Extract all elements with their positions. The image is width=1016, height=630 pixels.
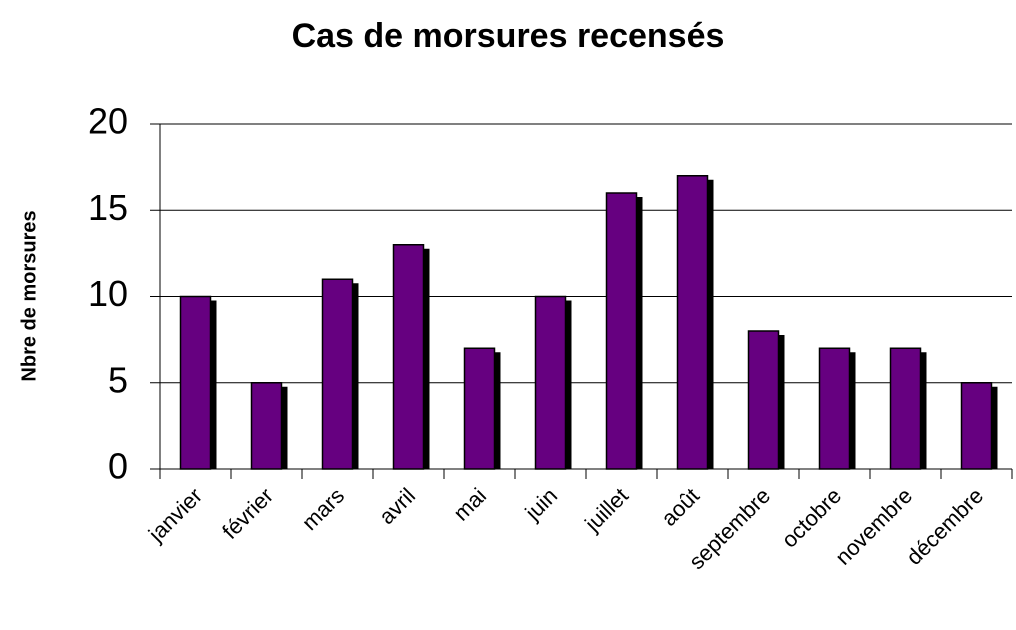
bar-body <box>250 382 283 470</box>
y-tick-label: 0 <box>108 446 128 487</box>
chart-title: Cas de morsures recensés <box>292 17 725 55</box>
bar <box>960 382 998 470</box>
bar-body <box>818 347 851 470</box>
bar <box>179 295 217 470</box>
bar-body <box>392 244 425 470</box>
bar <box>605 192 643 470</box>
x-tick-label: février <box>217 483 278 544</box>
x-tick-label: juillet <box>579 483 633 537</box>
x-tick-label: avril <box>374 483 420 529</box>
x-tick-label: novembre <box>830 483 917 570</box>
y-tick-label: 10 <box>88 273 128 314</box>
y-tick-label: 5 <box>108 359 128 400</box>
bar <box>818 347 856 470</box>
bar-body <box>605 192 638 470</box>
x-tick-label: mars <box>297 483 349 535</box>
y-tick-label: 15 <box>88 187 128 228</box>
x-tick-label: août <box>656 483 704 531</box>
x-tick-label: décembre <box>901 483 988 570</box>
bar-body <box>321 278 354 470</box>
bar <box>747 330 785 470</box>
bar-body <box>534 295 567 470</box>
bar-body <box>179 295 212 470</box>
bar <box>321 278 359 470</box>
x-tick-label: janvier <box>143 483 207 547</box>
bar <box>392 244 430 470</box>
bar <box>250 382 288 470</box>
bar <box>676 175 714 470</box>
bar-body <box>676 175 709 470</box>
bar-body <box>747 330 780 470</box>
x-tick-label: juin <box>520 483 563 526</box>
bar-body <box>889 347 922 470</box>
x-tick-label: octobre <box>777 483 847 553</box>
bar <box>463 347 501 470</box>
y-tick-label: 20 <box>88 101 128 142</box>
y-axis-label: Nbre de morsures <box>18 210 40 381</box>
bar-body <box>960 382 993 470</box>
bar <box>889 347 927 470</box>
x-tick-label: mai <box>448 483 491 526</box>
bar <box>534 295 572 470</box>
bar-body <box>463 347 496 470</box>
